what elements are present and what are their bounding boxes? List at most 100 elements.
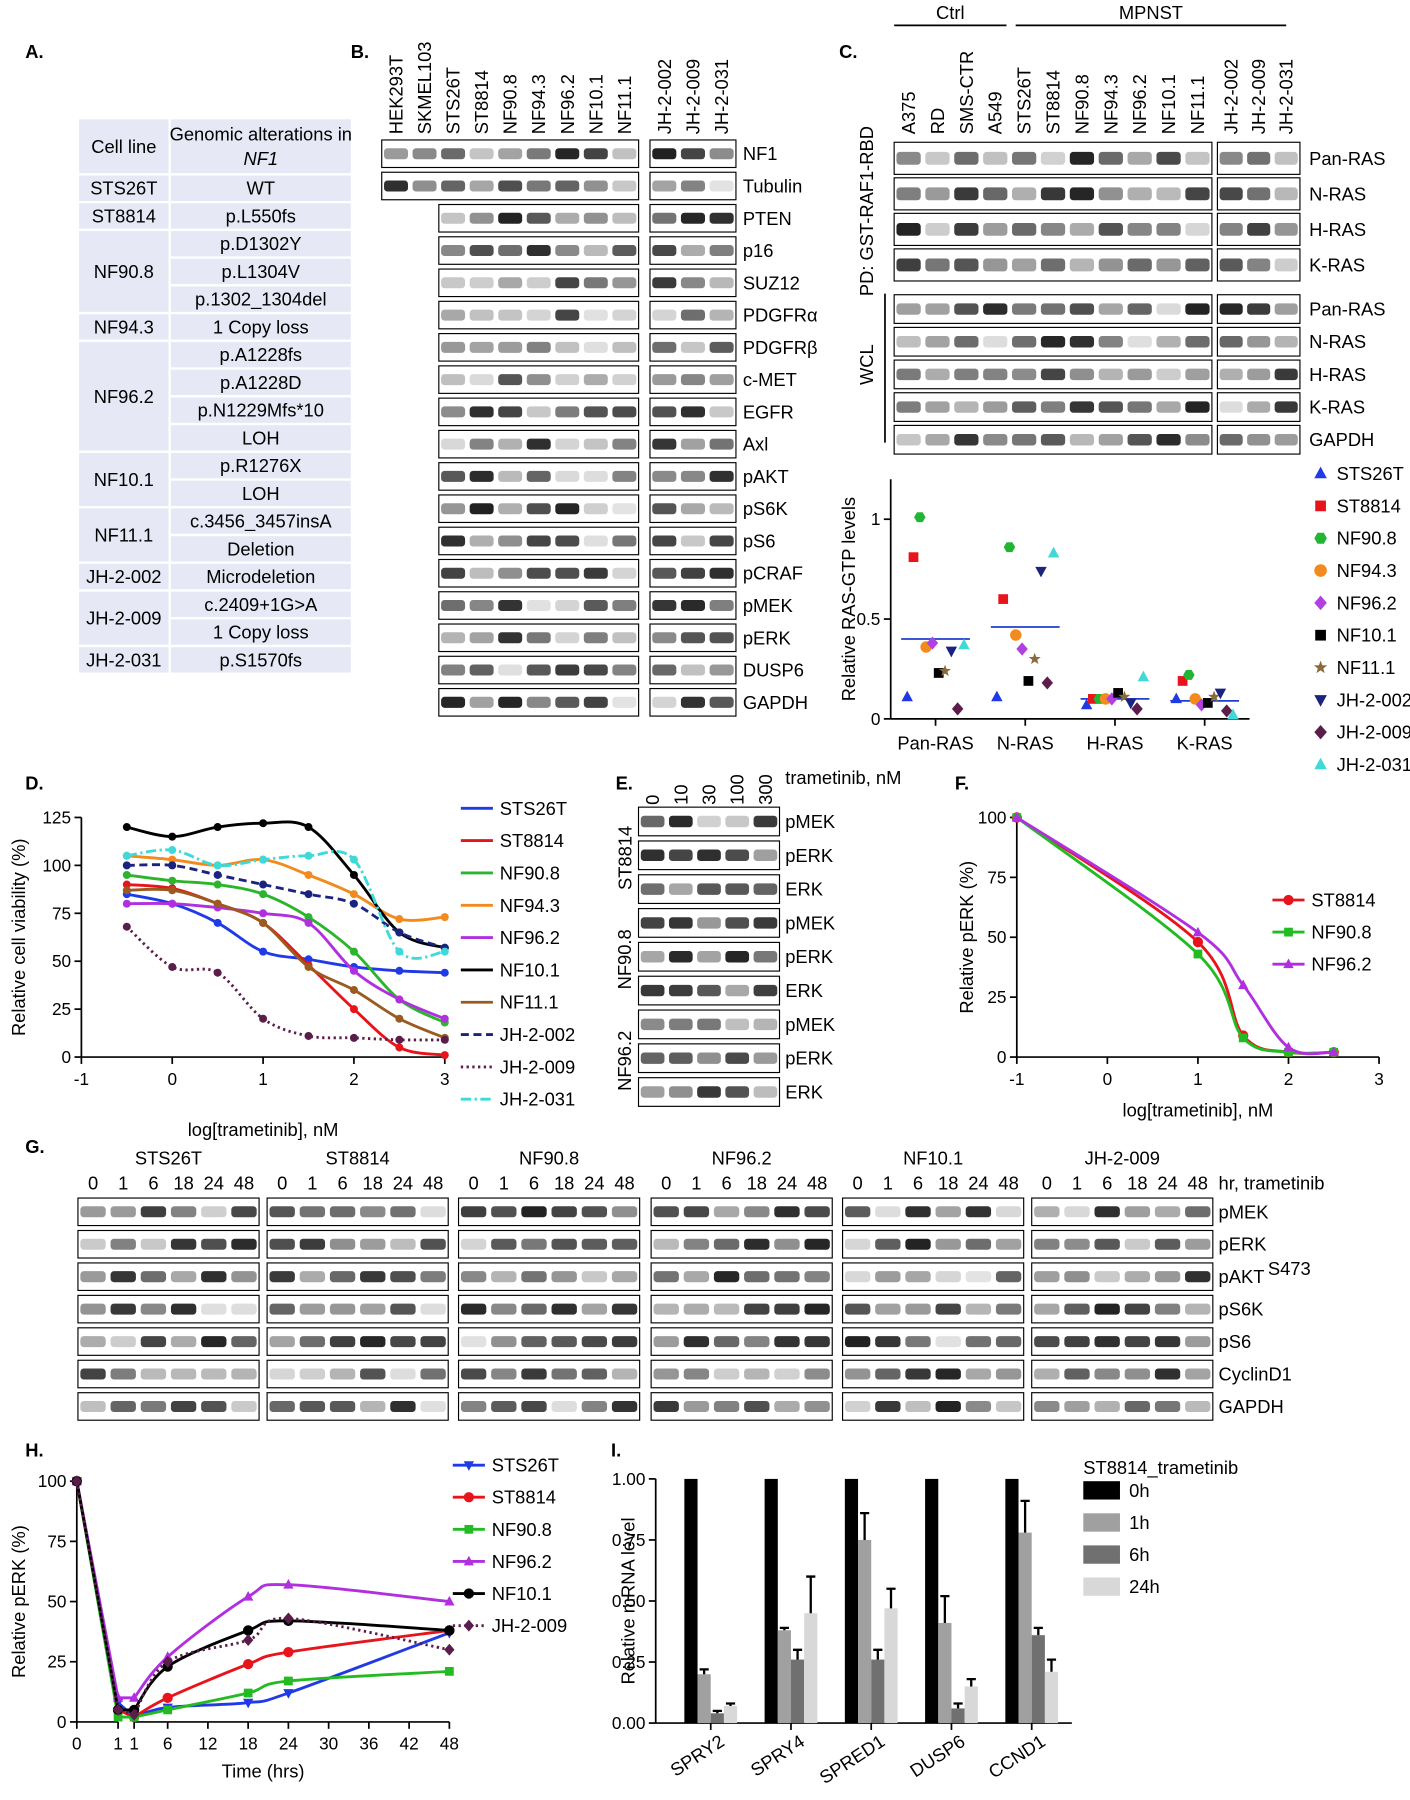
band	[555, 632, 580, 644]
marker	[168, 846, 177, 855]
blot-box	[457, 1294, 641, 1324]
band	[1219, 303, 1243, 315]
band	[469, 503, 494, 515]
marker	[395, 1014, 404, 1023]
band	[441, 567, 466, 579]
x-tick-label: K-RAS	[1177, 732, 1233, 753]
band	[390, 1206, 416, 1218]
y-tick-label: 0	[871, 709, 881, 729]
band	[652, 503, 677, 515]
bar	[951, 1708, 965, 1724]
marker	[304, 823, 313, 832]
band	[1219, 401, 1243, 413]
marker	[128, 1692, 140, 1702]
band	[668, 917, 693, 929]
band	[1064, 1206, 1090, 1218]
band	[526, 245, 551, 257]
band	[954, 401, 979, 413]
band	[469, 438, 494, 450]
legend-label: JH-2-009	[492, 1615, 567, 1636]
marker	[933, 668, 944, 678]
band	[896, 151, 921, 165]
table-cell	[168, 173, 354, 204]
band	[551, 1368, 577, 1380]
bar	[1005, 1478, 1019, 1724]
legend-label: NF90.8	[500, 862, 560, 883]
band	[612, 341, 637, 353]
y-tick-label: 1.00	[612, 1469, 645, 1489]
band	[583, 503, 608, 515]
band	[680, 374, 705, 386]
legend-label: ST8814	[500, 830, 564, 851]
marker	[1214, 688, 1227, 700]
lane-label: ST8814	[471, 70, 492, 134]
band	[420, 1368, 446, 1380]
legend-marker	[1283, 958, 1294, 969]
marker	[945, 646, 958, 658]
x-axis-label: log[trametinib], nM	[188, 1119, 339, 1140]
band	[441, 406, 466, 418]
band	[469, 406, 494, 418]
time-label: 0	[853, 1173, 863, 1194]
lane-label: NF94.3	[1100, 74, 1121, 134]
band	[581, 1206, 608, 1218]
band	[611, 1400, 638, 1412]
band	[583, 341, 608, 353]
legend-label: NF10.1	[492, 1583, 552, 1604]
band	[583, 309, 608, 321]
row-label: pS6	[743, 530, 776, 551]
band	[652, 696, 677, 708]
marker	[1016, 642, 1028, 656]
lane-label: JH-2-031	[711, 59, 732, 134]
band	[612, 277, 637, 289]
band	[1156, 401, 1181, 413]
band	[555, 212, 580, 224]
band	[612, 470, 637, 482]
band	[896, 368, 921, 381]
blot-box	[1031, 1392, 1214, 1421]
band	[875, 1303, 901, 1315]
band	[1185, 1271, 1211, 1283]
band	[680, 632, 705, 644]
time-label: 24	[1157, 1173, 1177, 1194]
x-tick-label: 2	[349, 1069, 359, 1089]
marker	[213, 968, 222, 977]
series-line	[75, 1480, 450, 1717]
band	[744, 1271, 770, 1283]
band	[965, 1271, 992, 1283]
row-label: pS6K	[1219, 1299, 1265, 1320]
marker	[122, 870, 131, 879]
band	[925, 336, 950, 348]
band	[774, 1303, 800, 1315]
band	[1098, 258, 1123, 272]
band	[140, 1206, 167, 1218]
alteration: p.A1228fs	[220, 344, 303, 365]
alteration: WT	[247, 178, 276, 199]
band	[965, 1368, 992, 1380]
legend-marker	[1314, 564, 1327, 577]
legend-label: 24h	[1129, 1576, 1160, 1597]
band	[935, 1368, 961, 1380]
x-axis-label: log[trametinib], nM	[1123, 1099, 1274, 1120]
x-tick-label: 18	[239, 1734, 258, 1754]
band	[683, 1368, 710, 1380]
band	[1185, 401, 1210, 413]
band	[612, 600, 637, 612]
marker	[283, 1612, 294, 1625]
band	[680, 664, 705, 676]
band	[299, 1271, 326, 1283]
band	[110, 1303, 136, 1315]
error-bar	[806, 1575, 816, 1614]
marker	[1011, 811, 1022, 822]
band	[1274, 258, 1298, 272]
band	[804, 1336, 830, 1348]
blot-box	[266, 1392, 449, 1421]
band	[1069, 368, 1095, 381]
time-label: 18	[747, 1173, 767, 1194]
band	[725, 883, 750, 895]
marker	[1183, 670, 1195, 680]
band	[1094, 1336, 1120, 1348]
band	[491, 1400, 517, 1412]
band	[652, 600, 677, 612]
time-label: 6	[1102, 1173, 1112, 1194]
